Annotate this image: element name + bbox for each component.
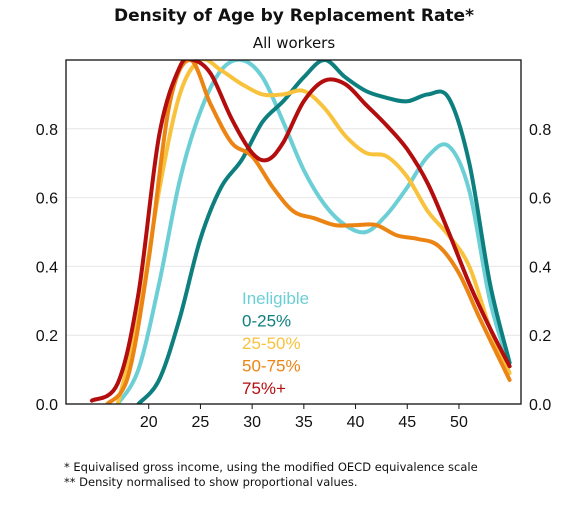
y-tick-label-left: 0.0 (36, 397, 58, 414)
legend-entry: 75%+ (242, 379, 286, 398)
y-tick-label-left: 0.6 (36, 191, 58, 208)
y-tick-label-right: 0.2 (529, 328, 551, 345)
footnotes: * Equivalised gross income, using the mo… (64, 460, 504, 490)
y-tick-label-left: 0.2 (36, 328, 58, 345)
y-tick-label-right: 0.4 (529, 259, 551, 276)
chart-title: Density of Age by Replacement Rate* (114, 6, 474, 26)
series-line-25-50 (115, 60, 512, 404)
legend-entry: Ineligible (242, 289, 309, 308)
y-tick-label-right: 0.8 (529, 122, 551, 139)
footnote-2: ** Density normalised to show proportion… (64, 475, 358, 489)
y-tick-label-left: 0.4 (36, 259, 58, 276)
x-tick-label: 35 (295, 414, 313, 431)
series-line-50-75 (105, 60, 512, 404)
y-tick-label-right: 0.6 (529, 191, 551, 208)
x-tick-label: 50 (450, 414, 468, 431)
legend-entry: 25-50% (242, 334, 301, 353)
x-tick-label: 30 (243, 414, 261, 431)
footnote-1: * Equivalised gross income, using the mo… (64, 460, 478, 474)
series-line-ineligible (115, 60, 512, 404)
x-tick-label: 20 (140, 414, 158, 431)
y-tick-label-right: 0.0 (529, 397, 551, 414)
y-tick-label-left: 0.8 (36, 122, 58, 139)
x-tick-label: 45 (398, 414, 416, 431)
series-line-75 (89, 60, 512, 403)
x-tick-label: 25 (192, 414, 210, 431)
chart-subtitle: All workers (252, 34, 336, 52)
x-tick-label: 40 (347, 414, 365, 431)
plot-frame (65, 59, 522, 405)
legend-entry: 50-75% (242, 357, 301, 376)
series-line-0-25 (136, 60, 512, 404)
legend-entry: 0-25% (242, 312, 291, 331)
